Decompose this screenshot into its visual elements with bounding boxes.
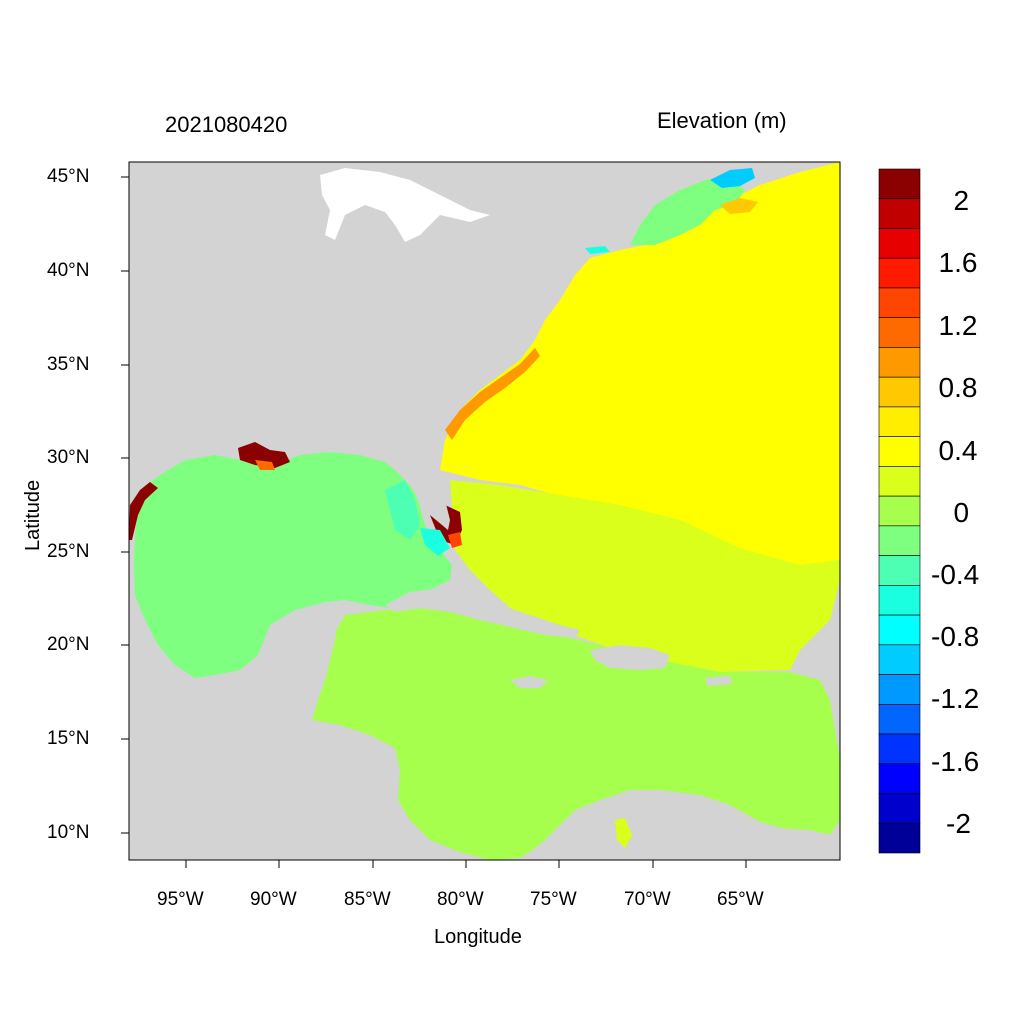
colorbar-label: 0.4 — [938, 435, 978, 466]
y-tick-label: 10°N — [47, 822, 90, 843]
west-florida-shelf — [385, 480, 420, 540]
colorbar-swatch — [878, 436, 921, 467]
y-ticks — [121, 176, 129, 834]
louisiana-orange — [255, 460, 275, 470]
caribbean-sea — [312, 608, 840, 860]
timestamp-title: 2021080420 — [165, 112, 288, 137]
colorbar-swatch — [878, 822, 921, 854]
y-tick-label: 30°N — [47, 447, 90, 468]
colorbar-swatch — [878, 763, 921, 794]
south-america-land — [520, 790, 840, 860]
y-tick-label: 20°N — [47, 634, 90, 655]
colorbar-swatch — [878, 317, 921, 348]
colorbar-swatch — [878, 555, 921, 586]
hispaniola-land — [590, 645, 670, 670]
colorbar-label: 2 — [953, 185, 970, 216]
y-tick-label: 25°N — [47, 541, 90, 562]
louisiana-surge — [238, 442, 290, 468]
great-lakes — [320, 168, 490, 242]
colorbar — [878, 168, 921, 854]
colorbar-swatch — [878, 287, 921, 318]
colorbar-swatch — [878, 168, 921, 200]
plot-frame — [128, 161, 841, 861]
bay-of-fundy — [710, 168, 755, 188]
lake-maracaibo — [615, 818, 632, 848]
x-ticks — [185, 860, 747, 868]
colorbar-swatch — [878, 793, 921, 824]
x-tick-label: 85°W — [344, 889, 391, 910]
colorbar-swatch — [878, 406, 921, 437]
colorbar-label: -2 — [946, 808, 971, 839]
gulf-of-mexico — [134, 452, 452, 678]
y-tick-label: 35°N — [47, 354, 90, 375]
colorbar-swatch — [878, 257, 921, 289]
y-tick-label: 15°N — [47, 728, 90, 749]
colorbar-swatch — [878, 704, 921, 735]
y-tick-label: 40°N — [47, 260, 90, 281]
colorbar-swatch — [878, 525, 921, 556]
colorbar-swatch — [878, 466, 921, 497]
colorbar-swatch — [878, 376, 921, 408]
puerto-rico-land — [705, 676, 732, 686]
colorbar-swatch — [878, 674, 921, 705]
colorbar-label: -1.6 — [931, 746, 980, 777]
x-tick-label: 70°W — [624, 889, 671, 910]
new-york-bight — [585, 246, 610, 254]
colorbar-label: -1.2 — [931, 683, 980, 714]
colorbar-swatch — [878, 585, 921, 616]
colorbar-swatch — [878, 198, 921, 229]
colorbar-swatch — [878, 495, 921, 527]
x-tick-label: 95°W — [157, 889, 204, 910]
x-tick-label: 90°W — [250, 889, 297, 910]
texas-surge — [129, 482, 158, 540]
carolina-coastal-band — [445, 348, 540, 440]
variable-title: Elevation (m) — [657, 108, 787, 133]
cuba-land — [385, 588, 580, 638]
colorbar-swatch — [878, 644, 921, 675]
yucatan-land — [270, 605, 340, 720]
colorbar-label: 0.8 — [938, 372, 978, 403]
x-tick-label: 75°W — [530, 889, 577, 910]
colorbar-label: 0 — [953, 497, 970, 528]
colorbar-swatch — [878, 347, 921, 378]
y-tick-label: 45°N — [47, 166, 90, 187]
florida-bay-cyan — [420, 528, 450, 556]
jamaica-land — [510, 676, 548, 688]
x-tick-label: 65°W — [717, 889, 764, 910]
colorbar-label: -0.4 — [931, 559, 980, 590]
nova-scotia-shelf — [720, 198, 758, 214]
florida-orange — [448, 532, 462, 548]
florida-land — [385, 462, 450, 530]
colorbar-swatch — [878, 614, 921, 646]
colorbar-swatch — [878, 228, 921, 259]
colorbar-label: -0.8 — [931, 621, 980, 652]
map-area — [129, 162, 840, 860]
x-tick-label: 80°W — [437, 889, 484, 910]
x-axis-label: Longitude — [434, 926, 522, 948]
colorbar-label: 1.6 — [938, 247, 978, 278]
colorbar-label: 1.2 — [938, 310, 978, 341]
gulf-of-maine — [630, 178, 745, 245]
colorbar-swatch — [878, 733, 921, 765]
